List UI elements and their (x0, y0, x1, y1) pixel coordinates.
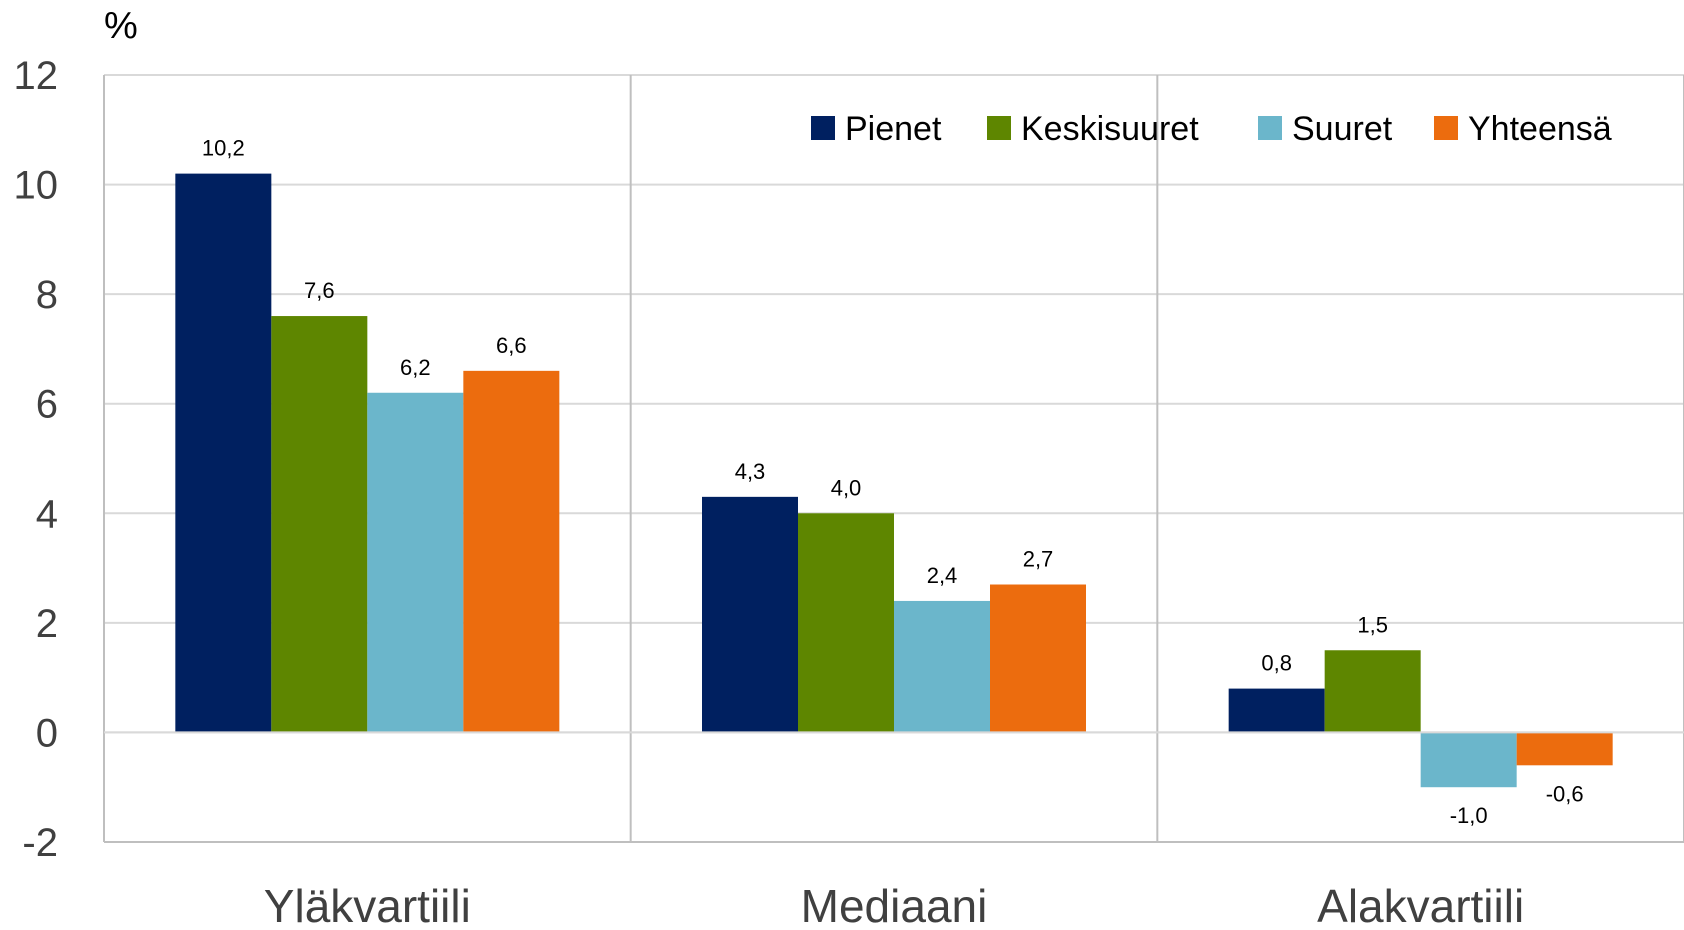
data-label: 4,0 (831, 475, 862, 500)
bar-keskisuuret-1 (271, 316, 368, 733)
bar-yhteensä-3 (1516, 732, 1613, 766)
data-label: 4,3 (735, 459, 766, 484)
category-separators (103, 75, 1684, 843)
bar-suuret-2 (894, 600, 990, 733)
y-tick-label: 10 (14, 164, 59, 208)
data-label: 1,5 (1357, 612, 1388, 637)
bars (175, 173, 1613, 788)
data-label: 10,2 (202, 136, 245, 161)
legend-label: Yhteensä (1468, 110, 1612, 148)
data-label: 0,8 (1261, 651, 1292, 676)
data-label: 7,6 (304, 278, 335, 303)
bar-pienet-2 (702, 496, 798, 733)
legend-swatch-pienet (811, 116, 835, 140)
y-axis-ticks: 12 10 8 6 4 2 0 -2 (14, 54, 59, 865)
y-axis-unit-label: % (104, 5, 138, 47)
data-label: 6,6 (496, 333, 527, 358)
legend-swatch-keskisuuret (987, 116, 1011, 140)
data-label: -1,0 (1450, 803, 1488, 828)
bar-suuret-3 (1420, 732, 1517, 788)
y-tick-label: 12 (14, 54, 59, 98)
legend-label: Pienet (845, 110, 942, 148)
y-tick-label: 6 (36, 383, 58, 427)
bar-yhteensä-2 (990, 584, 1086, 733)
category-labels: Yläkvartiili Mediaani Alakvartiili (264, 880, 1524, 930)
legend-label: Suuret (1292, 110, 1393, 148)
y-tick-label: -2 (22, 821, 58, 865)
bar-keskisuuret-3 (1324, 650, 1421, 733)
category-label: Alakvartiili (1317, 880, 1524, 930)
data-label: 2,4 (927, 563, 958, 588)
data-label: 2,7 (1023, 547, 1054, 572)
legend-swatch-yhteensä (1434, 116, 1458, 140)
bar-keskisuuret-2 (798, 513, 894, 733)
category-label: Yläkvartiili (264, 880, 471, 930)
data-labels: 10,2 4,3 0,8 7,6 4,0 1,5 6,2 2,4 -1,0 6,6 2,7 -0,6 (202, 136, 1584, 829)
y-tick-label: 2 (36, 602, 58, 646)
legend-label: Keskisuuret (1021, 110, 1199, 148)
data-label: -0,6 (1546, 781, 1584, 806)
bar-yhteensä-1 (463, 370, 560, 733)
bar-suuret-1 (367, 392, 464, 733)
bar-pienet-1 (175, 173, 272, 733)
data-label: 6,2 (400, 355, 431, 380)
category-label: Mediaani (801, 880, 988, 930)
y-tick-label: 4 (36, 492, 58, 536)
legend: Pienet Keskisuuret Suuret Yhteensä (811, 110, 1612, 148)
y-tick-label: 8 (36, 273, 58, 317)
legend-swatch-suuret (1258, 116, 1282, 140)
bar-pienet-3 (1228, 688, 1325, 733)
y-tick-label: 0 (36, 711, 58, 755)
